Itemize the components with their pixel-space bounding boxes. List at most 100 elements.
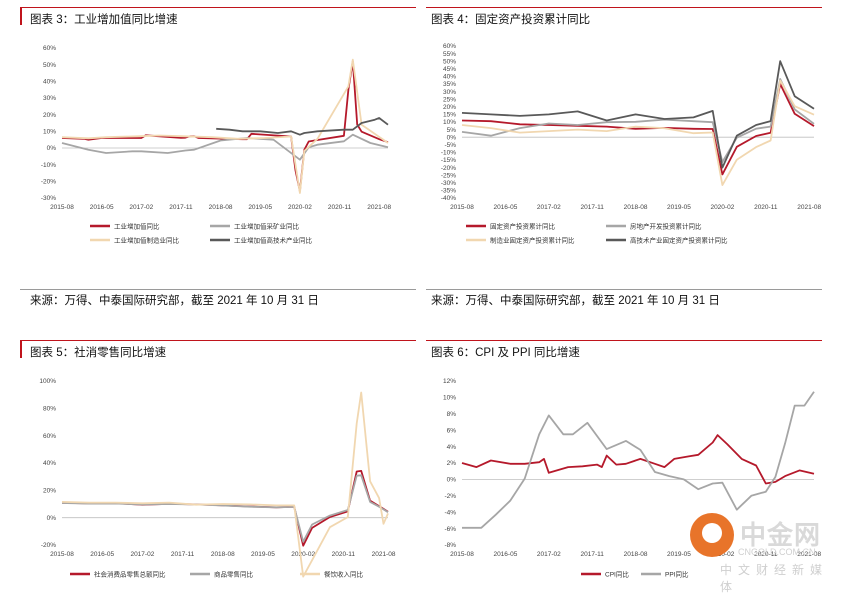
y-tick-label: -20% xyxy=(441,165,456,172)
y-tick-label: 20% xyxy=(443,104,456,111)
legend-label: 社会消费品零售总额同比 xyxy=(94,570,166,579)
x-tick-label: 2017-02 xyxy=(129,204,153,211)
x-tick-label: 2021-08 xyxy=(797,551,821,558)
y-tick-label: -8% xyxy=(444,542,456,549)
y-tick-label: -10% xyxy=(441,150,456,157)
series-line xyxy=(61,60,389,193)
legend-label: PPI同比 xyxy=(665,570,689,579)
watermark-logo-icon xyxy=(690,513,734,557)
y-tick-label: -30% xyxy=(441,180,456,187)
x-tick-label: 2019-05 xyxy=(248,204,272,211)
y-tick-label: 100% xyxy=(39,378,56,385)
x-tick-label: 2015-08 xyxy=(50,204,74,211)
title-rule xyxy=(20,340,416,341)
legend-label: 固定资产投资累计同比 xyxy=(490,222,556,231)
x-tick-label: 2020-02 xyxy=(710,204,734,211)
y-tick-label: -35% xyxy=(441,188,456,195)
y-tick-label: -6% xyxy=(444,526,456,533)
x-tick-label: 2020-11 xyxy=(332,551,356,558)
x-tick-label: 2016-05 xyxy=(493,204,517,211)
chart-cpi-ppi: -8% -6% -4% -2% 0% 2% 4% 6% 8% 10% 12% 2015-08 2016-… xyxy=(443,378,822,579)
series-line xyxy=(61,391,389,578)
series-line xyxy=(461,79,815,187)
source-rule xyxy=(426,289,822,290)
y-tick-label: -10% xyxy=(41,162,56,169)
watermark-subtitle: 中文财经新媒体 xyxy=(720,563,829,594)
title-rule xyxy=(426,340,822,341)
series-line xyxy=(461,434,815,485)
x-tick-label: 2020-02 xyxy=(288,204,312,211)
y-tick-label: -40% xyxy=(441,195,456,202)
legend-label: 制造业固定资产投资累计同比 xyxy=(490,236,575,245)
legend-label: 工业增加值同比 xyxy=(114,222,160,231)
y-tick-label: 5% xyxy=(447,127,457,134)
legend-label: 房地产开发投资累计同比 xyxy=(630,222,702,231)
x-tick-label: 2017-02 xyxy=(537,551,561,558)
title-rule xyxy=(426,7,822,8)
x-tick-label: 2018-08 xyxy=(624,204,648,211)
series-line xyxy=(61,474,389,543)
y-tick-label: 50% xyxy=(43,62,56,69)
x-tick-label: 2020-02 xyxy=(710,551,734,558)
y-tick-label: 30% xyxy=(43,95,56,102)
x-tick-label: 2021-08 xyxy=(372,551,396,558)
title-tick xyxy=(20,340,22,358)
x-tick-label: 2017-11 xyxy=(581,204,605,211)
y-tick-label: -5% xyxy=(444,142,456,149)
x-tick-label: 2020-11 xyxy=(328,204,352,211)
title-tick xyxy=(20,7,22,25)
x-tick-label: 2017-02 xyxy=(537,204,561,211)
series-line xyxy=(461,60,815,169)
y-tick-label: 60% xyxy=(443,43,456,50)
y-tick-label: 35% xyxy=(443,81,456,88)
x-tick-label: 2015-08 xyxy=(450,204,474,211)
chart-industrial-value-added: -30% -20% -10% 0% 10% 20% 30% 40% 50% 60% 2015-08 2… xyxy=(41,45,392,245)
y-tick-label: 80% xyxy=(43,406,56,413)
x-tick-label: 2016-05 xyxy=(90,204,114,211)
source-rule xyxy=(20,289,416,290)
legend-label: 餐饮收入同比 xyxy=(324,570,364,579)
y-tick-label: 0% xyxy=(47,515,57,522)
y-tick-label: 10% xyxy=(443,119,456,126)
y-tick-label: 0% xyxy=(47,145,57,152)
panel-fixed-asset-investment: 图表 4：固定资产投资累计同比 -40% -35% -30% -25% -20% -15%… xyxy=(426,0,852,307)
series-line xyxy=(61,470,389,547)
y-tick-label: 10% xyxy=(43,129,56,136)
y-tick-label: -30% xyxy=(41,195,56,202)
legend-label: 商品零售同比 xyxy=(214,570,254,579)
chart-title: 图表 6：CPI 及 PPI 同比增速 xyxy=(431,347,580,359)
y-tick-label: 55% xyxy=(443,51,456,58)
x-tick-label: 2016-05 xyxy=(493,551,517,558)
series-line xyxy=(61,58,389,194)
y-tick-label: 15% xyxy=(443,112,456,119)
x-tick-label: 2017-11 xyxy=(169,204,193,211)
y-tick-label: 50% xyxy=(443,58,456,65)
y-tick-label: 60% xyxy=(43,45,56,52)
x-tick-label: 2020-11 xyxy=(754,551,778,558)
y-tick-label: -15% xyxy=(441,157,456,164)
y-tick-label: 20% xyxy=(43,112,56,119)
x-tick-label: 2017-11 xyxy=(581,551,605,558)
x-tick-label: 2017-11 xyxy=(171,551,195,558)
y-tick-label: 6% xyxy=(447,427,457,434)
x-tick-label: 2018-08 xyxy=(624,551,648,558)
y-tick-label: 0% xyxy=(447,134,457,141)
legend-label: 高技术产业固定资产投资累计同比 xyxy=(630,236,728,245)
chart-title: 图表 3：工业增加值同比增速 xyxy=(30,14,178,26)
source-note: 来源：万得、中泰国际研究部，截至 2021 年 10 月 31 日 xyxy=(30,295,319,307)
panel-cpi-ppi: 图表 6：CPI 及 PPI 同比增速 -8% -6% -4% -2% 0% 2% 4% 6%… xyxy=(426,335,852,585)
y-tick-label: -20% xyxy=(41,179,56,186)
legend-label: 工业增加值采矿业同比 xyxy=(234,222,300,231)
y-tick-label: 10% xyxy=(443,395,456,402)
series-line xyxy=(216,117,389,136)
x-tick-label: 2018-08 xyxy=(209,204,233,211)
y-tick-label: -2% xyxy=(444,493,456,500)
y-tick-label: 12% xyxy=(443,378,456,385)
legend-label: 工业增加值高技术产业同比 xyxy=(234,236,313,245)
watermark: 中金网 CNGOLD.COM.CN 中文财经新媒体 xyxy=(690,513,840,594)
x-tick-label: 2021-08 xyxy=(797,204,821,211)
y-tick-label: -4% xyxy=(444,509,456,516)
y-tick-label: 45% xyxy=(443,66,456,73)
y-tick-label: -25% xyxy=(441,172,456,179)
x-tick-label: 2018-08 xyxy=(211,551,235,558)
